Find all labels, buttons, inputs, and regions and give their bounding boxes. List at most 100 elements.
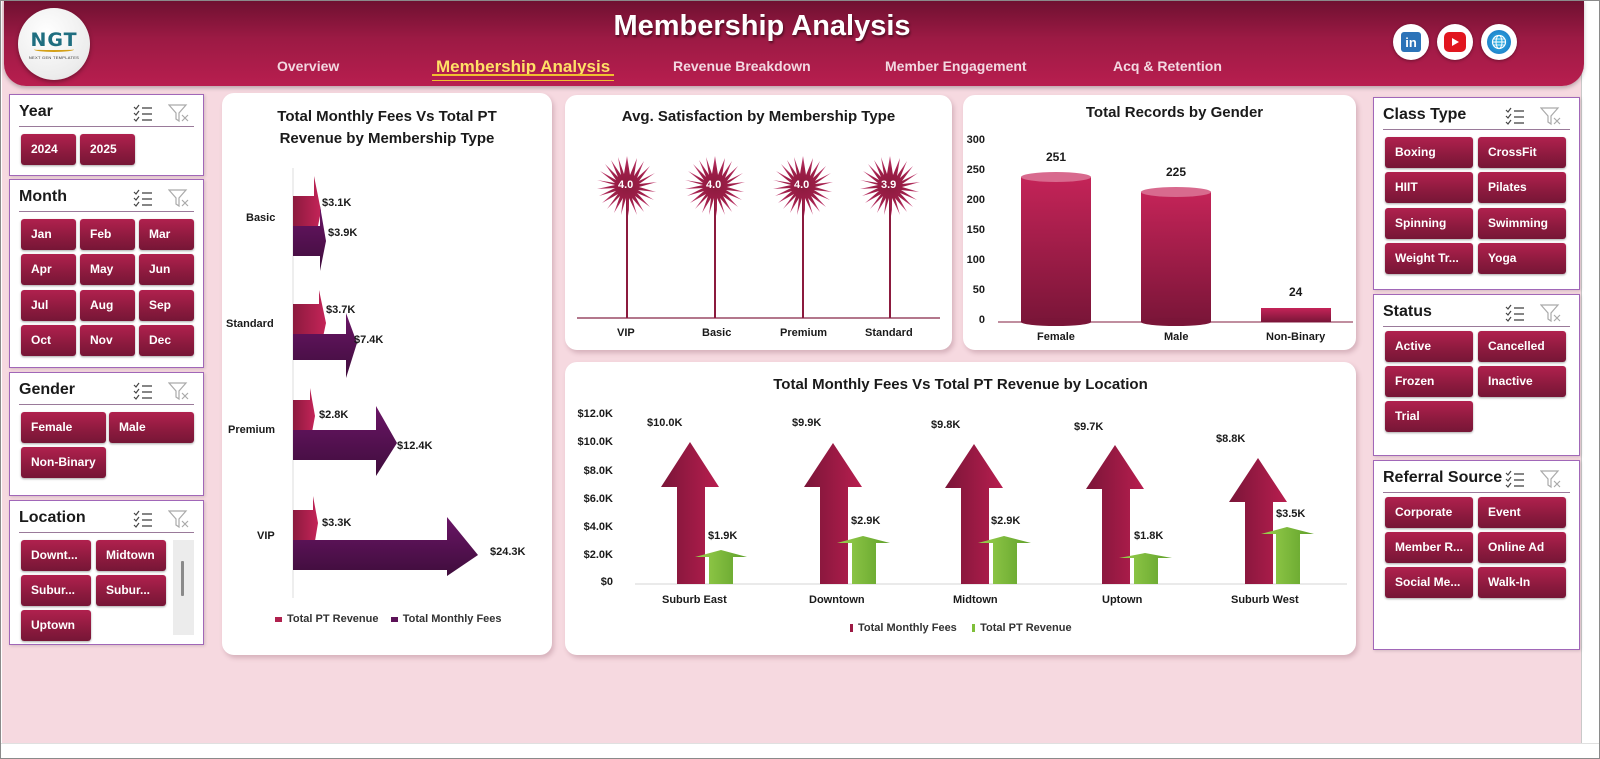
slicer-item-female[interactable]: Female [21, 412, 106, 443]
clear-filter-icon[interactable] [168, 381, 190, 401]
linkedin-button[interactable]: in [1393, 24, 1429, 60]
slicer-item-may[interactable]: May [80, 254, 135, 285]
multi-select-icon[interactable] [1504, 303, 1526, 323]
slicer-item-spinning[interactable]: Spinning [1385, 208, 1473, 239]
slicer-header: Referral Source [1383, 467, 1570, 493]
slicer-month: Month Jan Feb Mar Apr May Jun Jul Aug Se… [9, 179, 204, 368]
slicer-item-jun[interactable]: Jun [139, 254, 194, 285]
slicer-item-inactive[interactable]: Inactive [1478, 366, 1566, 397]
slicer-item-2024[interactable]: 2024 [21, 134, 76, 165]
slicer-item-event[interactable]: Event [1478, 497, 1566, 528]
slicer-item-nov[interactable]: Nov [80, 325, 135, 356]
slicer-item-sep[interactable]: Sep [139, 290, 194, 321]
slicer-title: Location [19, 509, 86, 526]
multi-select-icon[interactable] [132, 103, 154, 123]
location-scrollbar[interactable] [173, 540, 194, 635]
chart-title: Avg. Satisfaction by Membership Type [621, 108, 896, 125]
slicer-item-suburb-west[interactable]: Subur... [96, 575, 166, 606]
clear-filter-icon[interactable] [168, 509, 190, 529]
slicer-header: Location [19, 507, 194, 533]
slicer-header: Year [19, 101, 194, 127]
satisfaction-lollipop-plot [577, 156, 940, 319]
slicer-item-corporate[interactable]: Corporate [1385, 497, 1473, 528]
clear-filter-icon[interactable] [1540, 106, 1562, 126]
slicer-item-weight-training[interactable]: Weight Tr... [1385, 243, 1473, 274]
data-label: $7.4K [354, 334, 384, 346]
y-tick: $0 [600, 576, 613, 588]
slicer-item-yoga[interactable]: Yoga [1478, 243, 1566, 274]
nav-tab-revenue-breakdown[interactable]: Revenue Breakdown [673, 58, 811, 74]
slicer-item-boxing[interactable]: Boxing [1385, 137, 1473, 168]
clear-filter-icon[interactable] [168, 188, 190, 208]
slicer-referral-source: Referral Source Corporate Event Member R… [1373, 460, 1580, 650]
y-tick: $4.0K [583, 521, 613, 533]
scrollbar-thumb[interactable] [181, 561, 184, 596]
slicer-item-social-media[interactable]: Social Me... [1385, 567, 1473, 598]
slicer-item-2025[interactable]: 2025 [80, 134, 135, 165]
data-label: $3.3K [322, 517, 352, 529]
data-label: $2.8K [319, 409, 349, 421]
slicer-item-oct[interactable]: Oct [21, 325, 76, 356]
y-tick: 250 [966, 164, 985, 176]
slicer-item-suburb-east[interactable]: Subur... [21, 575, 91, 606]
slicer-item-jul[interactable]: Jul [21, 290, 76, 321]
nav-tab-member-engagement[interactable]: Member Engagement [885, 58, 1027, 74]
y-tick: $12.0K [577, 408, 613, 420]
nav-tab-overview[interactable]: Overview [277, 58, 340, 74]
website-button[interactable] [1481, 24, 1517, 60]
slicer-item-feb[interactable]: Feb [80, 219, 135, 250]
chart-avg-satisfaction[interactable]: Avg. Satisfaction by Membership Type 4.0… [565, 95, 952, 350]
category-label: Non-Binary [1266, 331, 1326, 343]
slicer-item-member-referral[interactable]: Member R... [1385, 532, 1473, 563]
slicer-item-active[interactable]: Active [1385, 331, 1473, 362]
gender-cylinder-plot [998, 172, 1353, 326]
slicer-item-dec[interactable]: Dec [139, 325, 194, 356]
data-label: 4.0 [794, 179, 810, 191]
slicer-item-apr[interactable]: Apr [21, 254, 76, 285]
clear-filter-icon[interactable] [1540, 469, 1562, 489]
multi-select-icon[interactable] [132, 381, 154, 401]
category-label: Basic [702, 327, 732, 339]
category-label: Midtown [953, 594, 998, 606]
slicer-gender: Gender Female Male Non-Binary [9, 372, 204, 496]
slicer-item-male[interactable]: Male [109, 412, 194, 443]
slicer-item-aug[interactable]: Aug [80, 290, 135, 321]
slicer-item-non-binary[interactable]: Non-Binary [21, 447, 106, 478]
data-label: $3.1K [322, 197, 352, 209]
slicer-item-walk-in[interactable]: Walk-In [1478, 567, 1566, 598]
youtube-button[interactable] [1437, 24, 1473, 60]
slicer-item-mar[interactable]: Mar [139, 219, 194, 250]
data-label: $1.9K [708, 530, 738, 542]
slicer-item-trial[interactable]: Trial [1385, 401, 1473, 432]
data-label: $2.9K [851, 515, 881, 527]
multi-select-icon[interactable] [1504, 469, 1526, 489]
multi-select-icon[interactable] [132, 509, 154, 529]
y-tick: 200 [966, 194, 985, 206]
y-tick: 300 [966, 134, 985, 146]
chart-fees-vs-pt-by-membership[interactable]: Total Monthly Fees Vs Total PT Revenue b… [222, 93, 552, 655]
category-label: Suburb East [662, 594, 727, 606]
legend-swatch-pt-revenue [275, 616, 282, 622]
chart-fees-vs-pt-by-location[interactable]: Total Monthly Fees Vs Total PT Revenue b… [565, 362, 1356, 655]
slicer-item-pilates[interactable]: Pilates [1478, 172, 1566, 203]
clear-filter-icon[interactable] [168, 103, 190, 123]
multi-select-icon[interactable] [1504, 106, 1526, 126]
slicer-item-downtown[interactable]: Downt... [21, 540, 91, 571]
slicer-item-uptown[interactable]: Uptown [21, 610, 91, 641]
slicer-item-midtown[interactable]: Midtown [96, 540, 166, 571]
slicer-item-swimming[interactable]: Swimming [1478, 208, 1566, 239]
slicer-item-frozen[interactable]: Frozen [1385, 366, 1473, 397]
slicer-item-jan[interactable]: Jan [21, 219, 76, 250]
chart-records-by-gender[interactable]: Total Records by Gender 300 250 200 150 … [963, 95, 1356, 350]
nav-tab-acq-retention[interactable]: Acq & Retention [1113, 58, 1222, 74]
slicer-item-crossfit[interactable]: CrossFit [1478, 137, 1566, 168]
slicer-item-online-ad[interactable]: Online Ad [1478, 532, 1566, 563]
slicer-item-cancelled[interactable]: Cancelled [1478, 331, 1566, 362]
clear-filter-icon[interactable] [1540, 303, 1562, 323]
slicer-item-hiit[interactable]: HIIT [1385, 172, 1473, 203]
nav-tab-membership-analysis[interactable]: Membership Analysis [431, 57, 615, 81]
ngt-logo[interactable]: NGT NEXT GEN TEMPLATES [18, 8, 90, 80]
multi-select-icon[interactable] [132, 188, 154, 208]
legend-label: Total Monthly Fees [858, 622, 957, 634]
category-label: Female [1037, 331, 1075, 343]
